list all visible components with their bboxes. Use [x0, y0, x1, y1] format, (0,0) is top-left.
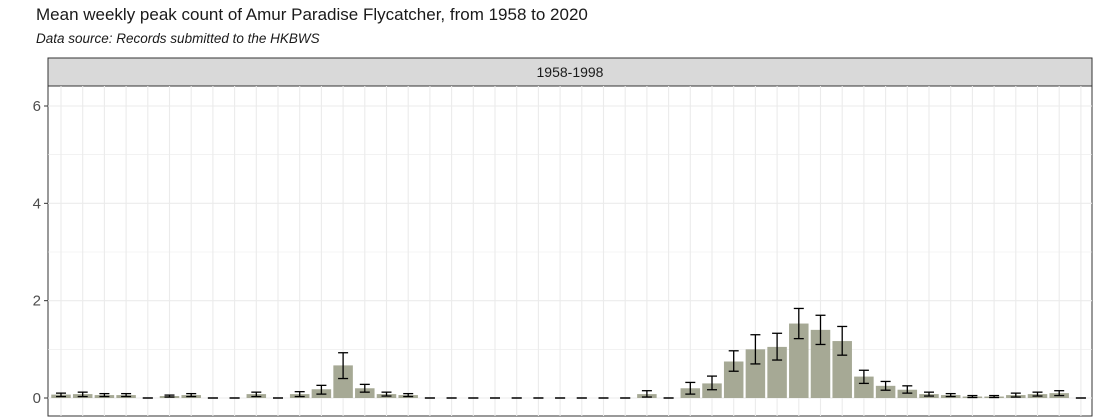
bar [333, 365, 353, 398]
error-bar [121, 392, 132, 398]
error-bar [403, 392, 414, 398]
error-bars-group [56, 307, 1086, 399]
error-bar [772, 332, 783, 361]
y-tick-label: 6 [33, 98, 41, 115]
error-bar [77, 391, 88, 398]
error-bar [880, 380, 891, 391]
error-bar [294, 391, 305, 398]
facet-strip-label: 1958-1998 [537, 64, 604, 80]
error-bar [924, 391, 934, 397]
facet-strip [47, 57, 1093, 87]
error-bar [989, 394, 1000, 399]
bar [789, 323, 809, 398]
error-bar [381, 391, 392, 397]
error-bar [1054, 390, 1065, 397]
bar [702, 383, 722, 398]
error-bar [359, 383, 370, 393]
error-bar [99, 392, 110, 398]
error-bar [750, 334, 761, 365]
y-tick-label: 4 [33, 195, 41, 212]
error-bar [56, 392, 66, 398]
error-bar [837, 325, 848, 356]
y-tick-label: 2 [33, 293, 41, 310]
error-bar [815, 314, 826, 346]
error-bar [685, 381, 696, 395]
error-bar [338, 352, 349, 380]
chart-subtitle: Data source: Records submitted to the HK… [36, 31, 320, 46]
error-bar [164, 394, 175, 398]
error-bar [793, 307, 804, 340]
bar [897, 389, 918, 398]
error-bar [1032, 391, 1043, 397]
bar [875, 385, 896, 398]
y-axis: 0 2 4 6 [33, 98, 48, 407]
bar [854, 376, 874, 398]
plot-panel [47, 85, 1093, 417]
y-tick-label: 0 [33, 390, 41, 407]
error-bar [728, 350, 739, 372]
error-bar [945, 392, 956, 398]
chart-title: Mean weekly peak count of Amur Paradise … [36, 5, 588, 24]
bar [810, 329, 831, 398]
error-bar [1010, 392, 1021, 398]
error-bar [251, 391, 262, 398]
error-bar [967, 394, 978, 399]
bar [745, 349, 766, 398]
error-bar [858, 369, 869, 385]
error-bar [186, 392, 197, 398]
bar [355, 388, 375, 398]
error-bar [902, 385, 913, 394]
error-bar [641, 390, 652, 398]
grid-lines [48, 86, 1092, 416]
error-bar [316, 384, 327, 395]
error-bar [707, 375, 717, 391]
